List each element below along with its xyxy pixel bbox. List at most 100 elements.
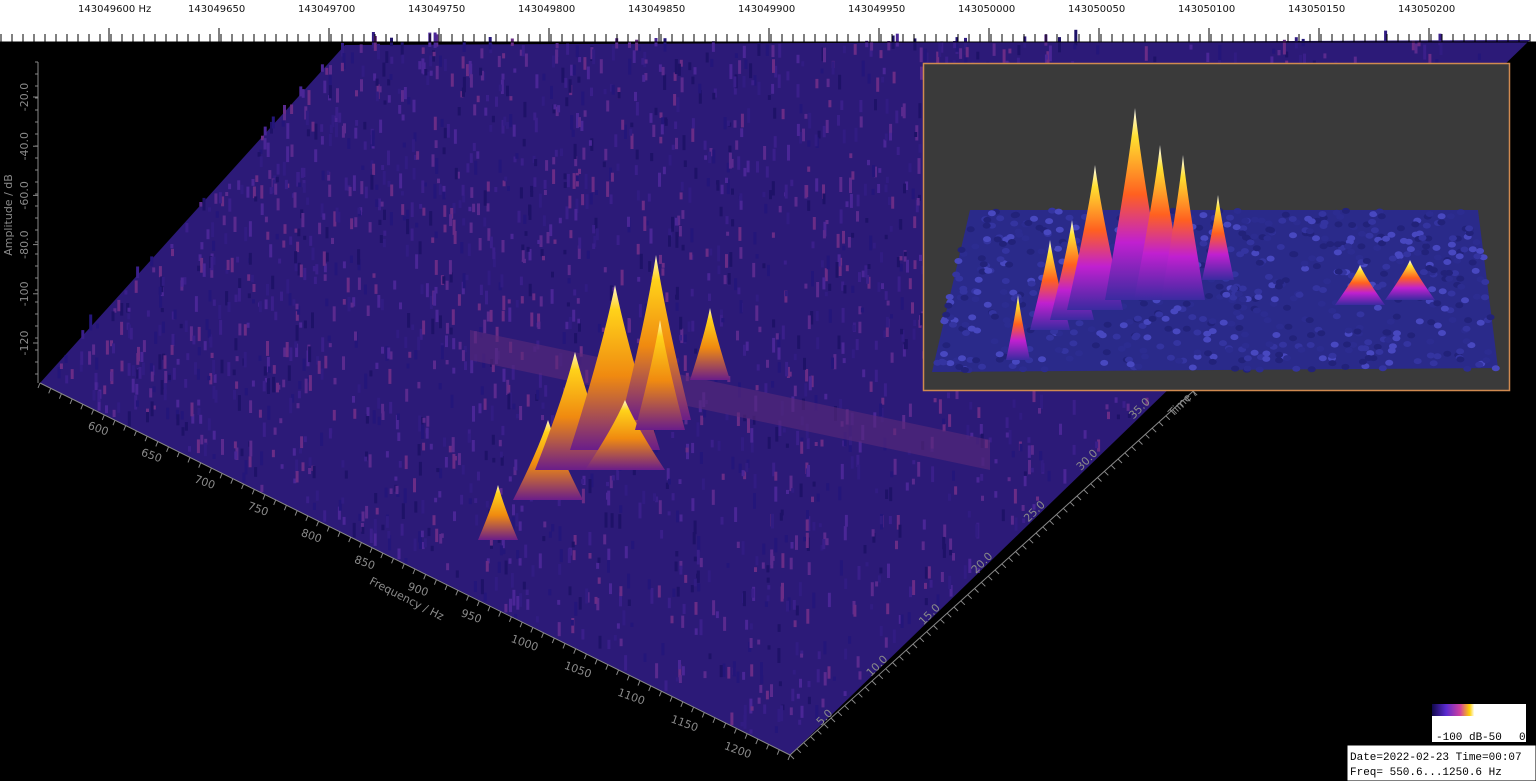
surface-peak bbox=[478, 485, 518, 540]
surface-noise bbox=[269, 187, 273, 195]
inset-noise bbox=[1403, 341, 1412, 347]
surface-noise bbox=[671, 432, 675, 438]
surface-noise bbox=[865, 562, 869, 567]
surface-noise bbox=[557, 499, 561, 507]
surface-noise bbox=[352, 297, 356, 307]
inset-noise bbox=[1238, 230, 1247, 237]
surface-noise bbox=[213, 374, 217, 383]
surface-noise bbox=[353, 408, 357, 419]
frequency-minor-tick bbox=[273, 499, 277, 506]
surface-noise bbox=[1233, 52, 1237, 65]
inset-noise bbox=[1461, 297, 1469, 304]
surface-noise bbox=[456, 171, 460, 179]
inset-noise bbox=[1131, 334, 1140, 341]
surface-noise bbox=[494, 187, 498, 193]
inset-noise bbox=[1427, 319, 1436, 326]
inset-noise bbox=[1048, 207, 1057, 214]
surface-noise bbox=[698, 90, 702, 104]
surface-noise bbox=[337, 211, 341, 223]
surface-noise bbox=[501, 119, 505, 134]
inset-noise bbox=[1289, 335, 1297, 342]
surface-noise bbox=[707, 273, 711, 281]
surface-noise bbox=[802, 128, 805, 142]
surface-noise bbox=[854, 127, 858, 142]
surface-noise bbox=[341, 125, 345, 138]
surface-noise bbox=[341, 43, 344, 57]
surface-noise bbox=[302, 183, 306, 193]
surface-noise bbox=[528, 205, 532, 220]
surface-noise bbox=[449, 214, 453, 227]
surface-noise bbox=[671, 493, 675, 501]
surface-noise bbox=[387, 95, 391, 103]
inset-noise bbox=[984, 267, 993, 274]
surface-noise bbox=[766, 359, 769, 368]
surface-noise bbox=[898, 615, 902, 624]
surface-noise bbox=[294, 251, 298, 264]
inset-noise bbox=[1069, 340, 1078, 347]
surface-noise bbox=[691, 118, 695, 129]
surface-noise bbox=[777, 648, 781, 663]
inset-noise bbox=[1437, 213, 1446, 220]
surface-noise bbox=[822, 230, 826, 239]
surface-noise bbox=[1477, 53, 1481, 60]
surface-noise bbox=[402, 142, 406, 148]
surface-noise bbox=[839, 209, 843, 224]
surface-noise bbox=[634, 165, 638, 175]
surface-noise bbox=[291, 394, 295, 403]
surface-noise bbox=[679, 192, 683, 200]
surface-noise bbox=[105, 340, 109, 355]
surface-noise bbox=[467, 433, 471, 443]
surface-noise bbox=[881, 397, 885, 405]
surface-noise bbox=[420, 530, 424, 538]
surface-noise bbox=[513, 466, 517, 476]
surface-noise bbox=[94, 372, 98, 386]
surface-noise bbox=[461, 350, 465, 362]
inset-noise bbox=[1333, 249, 1342, 256]
surface-noise bbox=[414, 501, 418, 513]
inset-noise bbox=[1328, 352, 1337, 359]
surface-noise bbox=[543, 179, 547, 189]
surface-noise bbox=[557, 622, 561, 637]
surface-noise bbox=[357, 277, 361, 290]
time-minor-tick bbox=[816, 729, 822, 735]
ruler-label: 143049800 bbox=[518, 4, 575, 15]
surface-noise bbox=[580, 120, 584, 131]
surface-noise bbox=[975, 524, 979, 538]
surface-noise bbox=[654, 107, 658, 116]
surface-noise bbox=[744, 59, 748, 69]
surface-noise bbox=[528, 249, 532, 261]
surface-noise bbox=[203, 341, 207, 351]
surface-noise bbox=[1126, 403, 1130, 411]
surface-noise bbox=[369, 528, 373, 543]
surface-noise bbox=[581, 479, 585, 484]
surface-noise bbox=[581, 488, 585, 504]
surface-noise bbox=[435, 528, 439, 543]
inset-noise bbox=[1230, 285, 1239, 292]
surface-noise bbox=[233, 389, 236, 400]
surface-noise bbox=[684, 574, 688, 583]
surface-noise bbox=[591, 176, 595, 193]
surface-noise bbox=[858, 671, 862, 680]
surface-noise bbox=[434, 497, 438, 503]
amplitude-tick-label: -20.0 bbox=[18, 83, 31, 111]
inset-noise bbox=[999, 289, 1008, 295]
surface-noise bbox=[827, 592, 831, 608]
surface-noise bbox=[641, 58, 645, 65]
color-scale-label: -100 dB bbox=[1436, 732, 1483, 744]
surface-noise bbox=[112, 409, 116, 418]
inset-noise bbox=[1075, 320, 1084, 327]
time-minor-tick bbox=[878, 674, 884, 680]
inset-noise bbox=[1348, 222, 1357, 228]
surface-noise bbox=[373, 36, 377, 51]
inset-noise bbox=[1297, 346, 1306, 353]
surface-noise bbox=[252, 284, 256, 292]
surface-noise bbox=[197, 347, 201, 356]
surface-noise bbox=[852, 325, 856, 331]
surface-noise bbox=[212, 454, 216, 459]
inset-noise bbox=[1463, 365, 1472, 372]
inset-noise bbox=[998, 240, 1007, 247]
surface-noise bbox=[205, 319, 209, 331]
inset-noise bbox=[1384, 337, 1393, 343]
inset-noise bbox=[1055, 226, 1064, 233]
surface-noise bbox=[398, 461, 402, 468]
